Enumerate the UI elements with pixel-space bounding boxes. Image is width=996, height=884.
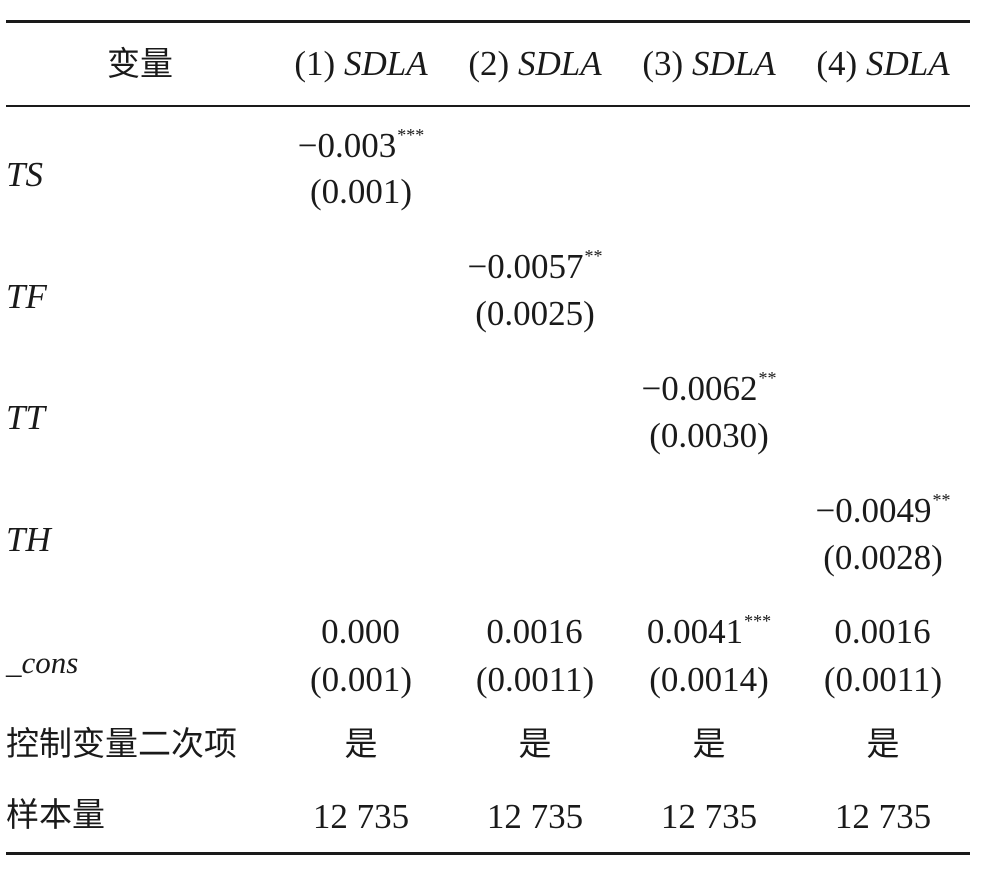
- ts-se: (0.001): [309, 172, 413, 211]
- th-se: (0.0028): [823, 538, 943, 577]
- tf-coef-value: −0.0057: [467, 247, 584, 286]
- header-variable: 变量: [107, 44, 173, 83]
- header-col-1-num: (1): [294, 44, 336, 83]
- controls-col-2: 是: [518, 724, 552, 763]
- ts-coef: −0.003***: [297, 125, 425, 171]
- cons-coef-4-value: 0.0016: [834, 612, 931, 651]
- cons-se-1: (0.001): [309, 660, 413, 699]
- tf-coef: −0.0057**: [467, 246, 603, 292]
- cons-stars-3: ***: [744, 611, 772, 631]
- row-label-controls: 控制变量二次项: [6, 724, 237, 763]
- controls-col-1: 是: [344, 724, 378, 763]
- bottom-rule: [6, 852, 970, 855]
- header-col-4-dep: SDLA: [865, 44, 950, 83]
- th-coef: −0.0049**: [815, 490, 951, 536]
- cons-se-4: (0.0011): [823, 660, 943, 699]
- header-col-1-dep: SDLA: [343, 44, 428, 83]
- header-col-4: (4) SDLA: [816, 44, 949, 84]
- ts-stars: ***: [397, 125, 425, 145]
- cons-se-3: (0.0014): [649, 660, 769, 699]
- tt-se: (0.0030): [649, 416, 769, 455]
- header-col-1: (1) SDLA: [294, 44, 427, 84]
- header-col-2: (2) SDLA: [468, 44, 601, 84]
- cons-coef-1-value: 0.000: [321, 612, 400, 651]
- cons-coef-3: 0.0041***: [646, 611, 772, 657]
- header-col-3-dep: SDLA: [691, 44, 776, 83]
- row-label-sample-size: 样本量: [6, 795, 105, 834]
- tf-se: (0.0025): [475, 294, 595, 333]
- cons-coef-1: 0.000: [321, 612, 401, 657]
- cons-coef-4: 0.0016: [834, 612, 931, 657]
- header-col-4-num: (4): [816, 44, 858, 83]
- cons-coef-2-value: 0.0016: [486, 612, 583, 651]
- header-col-3: (3) SDLA: [642, 44, 775, 84]
- header-col-2-dep: SDLA: [517, 44, 602, 83]
- controls-col-3: 是: [692, 724, 726, 763]
- row-label-ts: TS: [6, 155, 43, 194]
- sample-size-col-4: 12 735: [834, 797, 932, 836]
- th-coef-value: −0.0049: [815, 491, 932, 530]
- header-rule: [6, 105, 970, 107]
- th-stars: **: [932, 490, 951, 510]
- controls-col-4: 是: [866, 724, 900, 763]
- cons-coef-2: 0.0016: [486, 612, 583, 657]
- header-col-3-num: (3): [642, 44, 684, 83]
- sample-size-col-1: 12 735: [312, 797, 410, 836]
- cons-se-2: (0.0011): [475, 660, 595, 699]
- cons-coef-3-value: 0.0041: [646, 612, 744, 651]
- row-label-tt: TT: [6, 398, 45, 437]
- header-col-2-num: (2): [468, 44, 510, 83]
- tt-coef: −0.0062**: [641, 368, 777, 414]
- sample-size-col-3: 12 735: [660, 797, 758, 836]
- row-label-cons: _cons: [6, 645, 79, 680]
- row-label-tf: TF: [6, 277, 47, 316]
- top-rule: [6, 20, 970, 23]
- row-label-th: TH: [6, 520, 51, 559]
- tt-stars: **: [758, 368, 777, 388]
- sample-size-col-2: 12 735: [486, 797, 584, 836]
- ts-coef-value: −0.003: [297, 126, 397, 165]
- tt-coef-value: −0.0062: [641, 369, 758, 408]
- tf-stars: **: [584, 246, 603, 266]
